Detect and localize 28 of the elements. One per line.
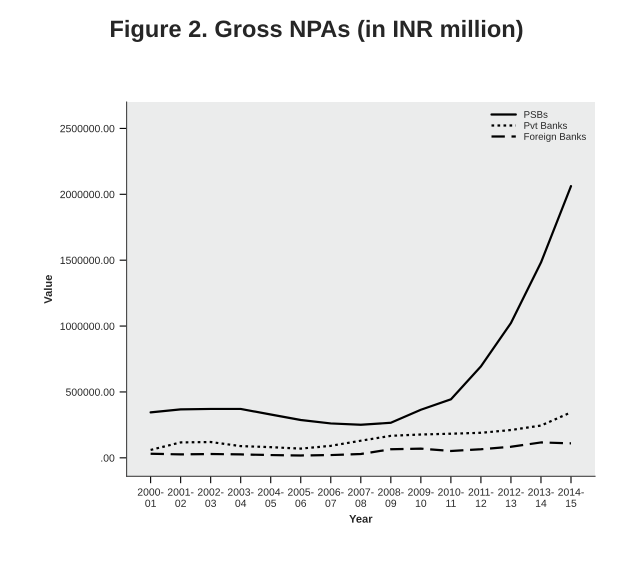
x-tick-label: 2003- 04 — [228, 488, 254, 507]
x-tick-label: 2014- 15 — [558, 488, 584, 507]
y-tick-label: 2500000.00 — [60, 124, 114, 132]
legend-label: Foreign Banks — [524, 132, 586, 142]
line-series — [150, 185, 572, 426]
x-tick-label: 2004- 05 — [258, 488, 284, 507]
x-tick-label: 2006- 07 — [318, 488, 344, 507]
x-tick-label: 2011- 12 — [468, 488, 494, 507]
x-axis-title: Year — [349, 514, 372, 523]
x-tick-label: 2013- 14 — [528, 488, 554, 507]
legend-label: Pvt Banks — [524, 122, 568, 129]
x-tick-label: 2010- 11 — [438, 488, 464, 507]
x-tick-label: 2001- 02 — [168, 488, 194, 507]
y-tick-label: 500000.00 — [66, 388, 114, 396]
chart-title: Figure 2. Gross NPAs (in INR million) — [111, 20, 522, 42]
y-axis-title: Value — [44, 275, 52, 304]
x-tick-label: 2007- 08 — [348, 488, 374, 507]
y-tick-label: 2000000.00 — [60, 190, 114, 198]
x-tick-label: 2005- 06 — [288, 488, 314, 507]
x-tick-label: 2012- 13 — [498, 488, 524, 507]
legend-label: PSBs — [524, 111, 548, 118]
x-tick-label: 2008- 09 — [378, 488, 404, 507]
y-tick-label: .00 — [101, 454, 114, 462]
y-tick-label: 1500000.00 — [60, 256, 114, 264]
x-tick-label: 2002- 03 — [198, 488, 224, 507]
y-tick-label: 1000000.00 — [60, 322, 114, 330]
x-tick-label: 2000- 01 — [138, 488, 164, 507]
x-tick-label: 2009- 10 — [408, 488, 434, 507]
